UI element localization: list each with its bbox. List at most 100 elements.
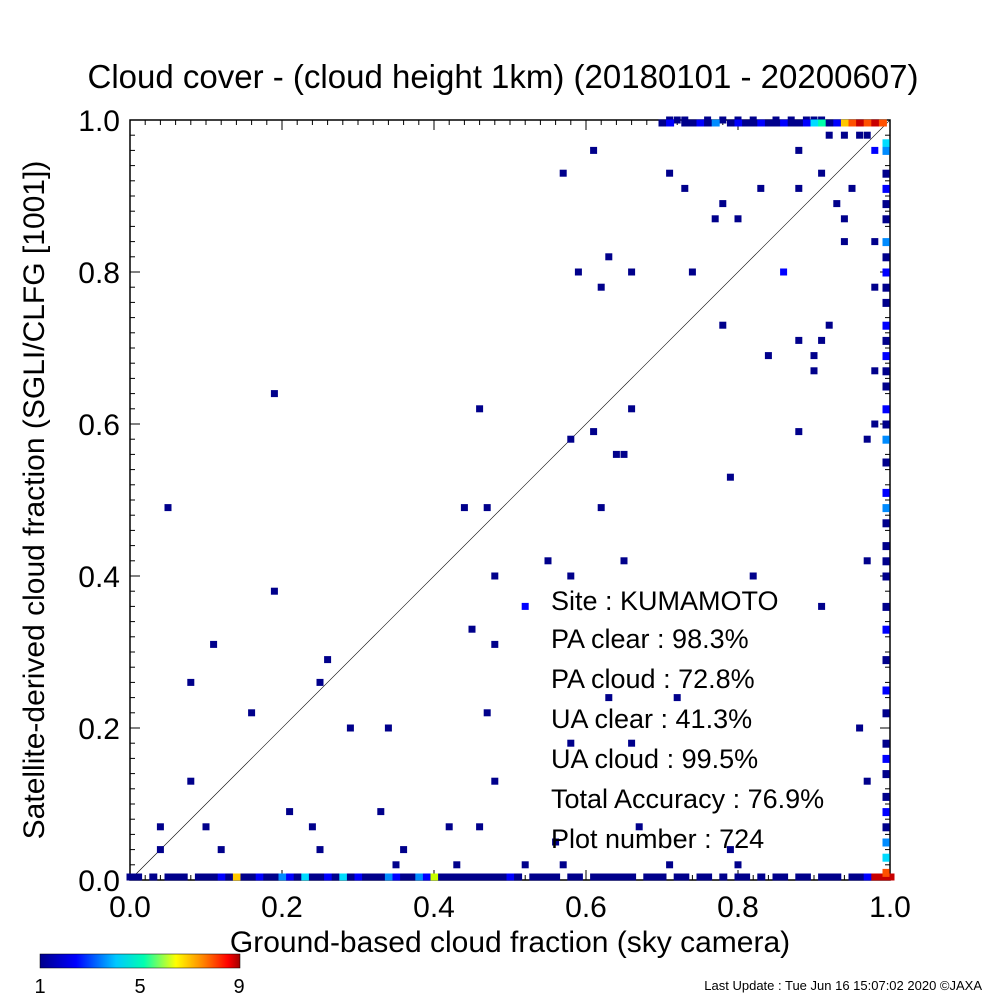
data-point-bottom-edge [818,873,827,881]
data-point-bottom-edge [210,873,219,881]
data-point [833,200,841,208]
data-point-bottom-edge [719,873,728,881]
data-point [628,405,636,413]
data-point-bottom-edge [248,873,257,881]
data-point-right-edge [882,336,890,345]
data-point-bottom-edge [605,873,614,881]
data-point-bottom-edge [438,873,447,881]
x-tick-label: 0.0 [109,891,151,924]
data-point [871,238,879,246]
data-point-top-edge [825,119,834,127]
data-point-right-edge [882,686,890,695]
data-point [612,450,620,458]
data-point [818,602,826,610]
data-point-right-edge [882,739,890,748]
data-point [521,861,529,869]
data-point-right-edge [882,808,890,817]
y-tick-label: 0.8 [78,257,120,290]
data-point [590,428,598,436]
data-point [210,640,218,648]
data-point-right-edge [882,519,890,528]
colorbar-mid-label: 5 [134,976,145,998]
data-point-top-edge [833,119,842,127]
data-point-right-edge [882,215,890,224]
y-tick-label: 0.0 [78,865,120,898]
data-point [719,116,727,124]
y-axis-label: Satellite-derived cloud fraction (SGLI/C… [18,161,51,840]
data-point-right-edge [882,770,890,779]
data-point [871,146,879,154]
data-point [734,215,742,223]
y-tick-label: 1.0 [78,105,120,138]
data-point [400,846,408,854]
data-point-right-edge [882,557,890,566]
data-point-right-edge [882,139,890,148]
data-point-bottom-edge [126,873,135,881]
data-point [757,184,765,192]
data-point-bottom-edge [134,873,143,881]
data-point-right-edge [882,352,890,361]
data-point [764,352,772,360]
data-point [597,283,605,291]
annotation-site: Site : KUMAMOTO [551,586,779,616]
data-point-top-edge [780,119,789,127]
data-point [605,694,613,702]
data-point [164,504,172,512]
data-point-bottom-edge [384,873,393,881]
data-point [316,678,324,686]
data-point-bottom-edge [514,873,523,881]
data-point-right-edge [882,283,890,292]
data-point-bottom-edge [316,873,325,881]
data-point-top-edge [764,119,773,127]
data-point-top-edge [863,119,872,127]
annotation-pa-clear: PA clear : 98.3% [551,624,749,654]
data-point [681,184,689,192]
data-point [544,557,552,565]
data-point-right-edge [882,602,890,611]
data-point-right-edge [882,709,890,718]
data-point-bottom-edge [673,873,682,881]
data-point-right-edge [882,238,890,247]
annotation-total-accuracy: Total Accuracy : 76.9% [551,784,824,814]
data-point-bottom-edge [483,873,492,881]
data-point-right-edge [882,200,890,209]
data-point-top-edge [734,119,743,127]
data-point [270,390,278,398]
data-point [840,215,848,223]
data-point-bottom-edge [498,873,507,881]
data-point [559,861,567,869]
data-point-top-edge [878,119,887,127]
data-point-bottom-edge [681,873,690,881]
data-point [795,184,803,192]
data-point [392,861,400,869]
data-point-bottom-edge [772,873,781,881]
data-point-right-edge [882,268,890,277]
data-point-right-edge [882,792,890,801]
data-point-bottom-edge [172,873,181,881]
data-point [567,572,575,580]
data-point-bottom-edge [202,873,211,881]
data-point-bottom-edge [802,873,811,881]
data-point [856,131,864,139]
footer-last-update: Last Update : Tue Jun 16 15:07:02 2020 ©… [704,978,982,993]
data-point [711,215,719,223]
x-axis-label: Ground-based cloud fraction (sky camera) [230,926,790,959]
data-point [308,823,316,831]
data-point [863,777,871,785]
data-point-bottom-edge [742,873,751,881]
data-point-bottom-edge [643,873,652,881]
data-point [567,739,575,747]
plot-area: 0.0 0.2 0.4 0.6 0.8 1.0 0.0 0.2 0.4 0.6 0.8 1.0 [78,105,911,924]
data-point-right-edge [882,572,890,581]
data-point [248,709,256,717]
data-point [795,428,803,436]
data-point [316,846,324,854]
data-point [476,405,484,413]
data-point [818,169,826,177]
data-point-top-edge [658,119,667,127]
data-point-right-edge [882,298,890,307]
annotation-plot-number: Plot number : 724 [551,824,764,854]
data-point-top-edge [726,119,735,127]
data-point [863,131,871,139]
